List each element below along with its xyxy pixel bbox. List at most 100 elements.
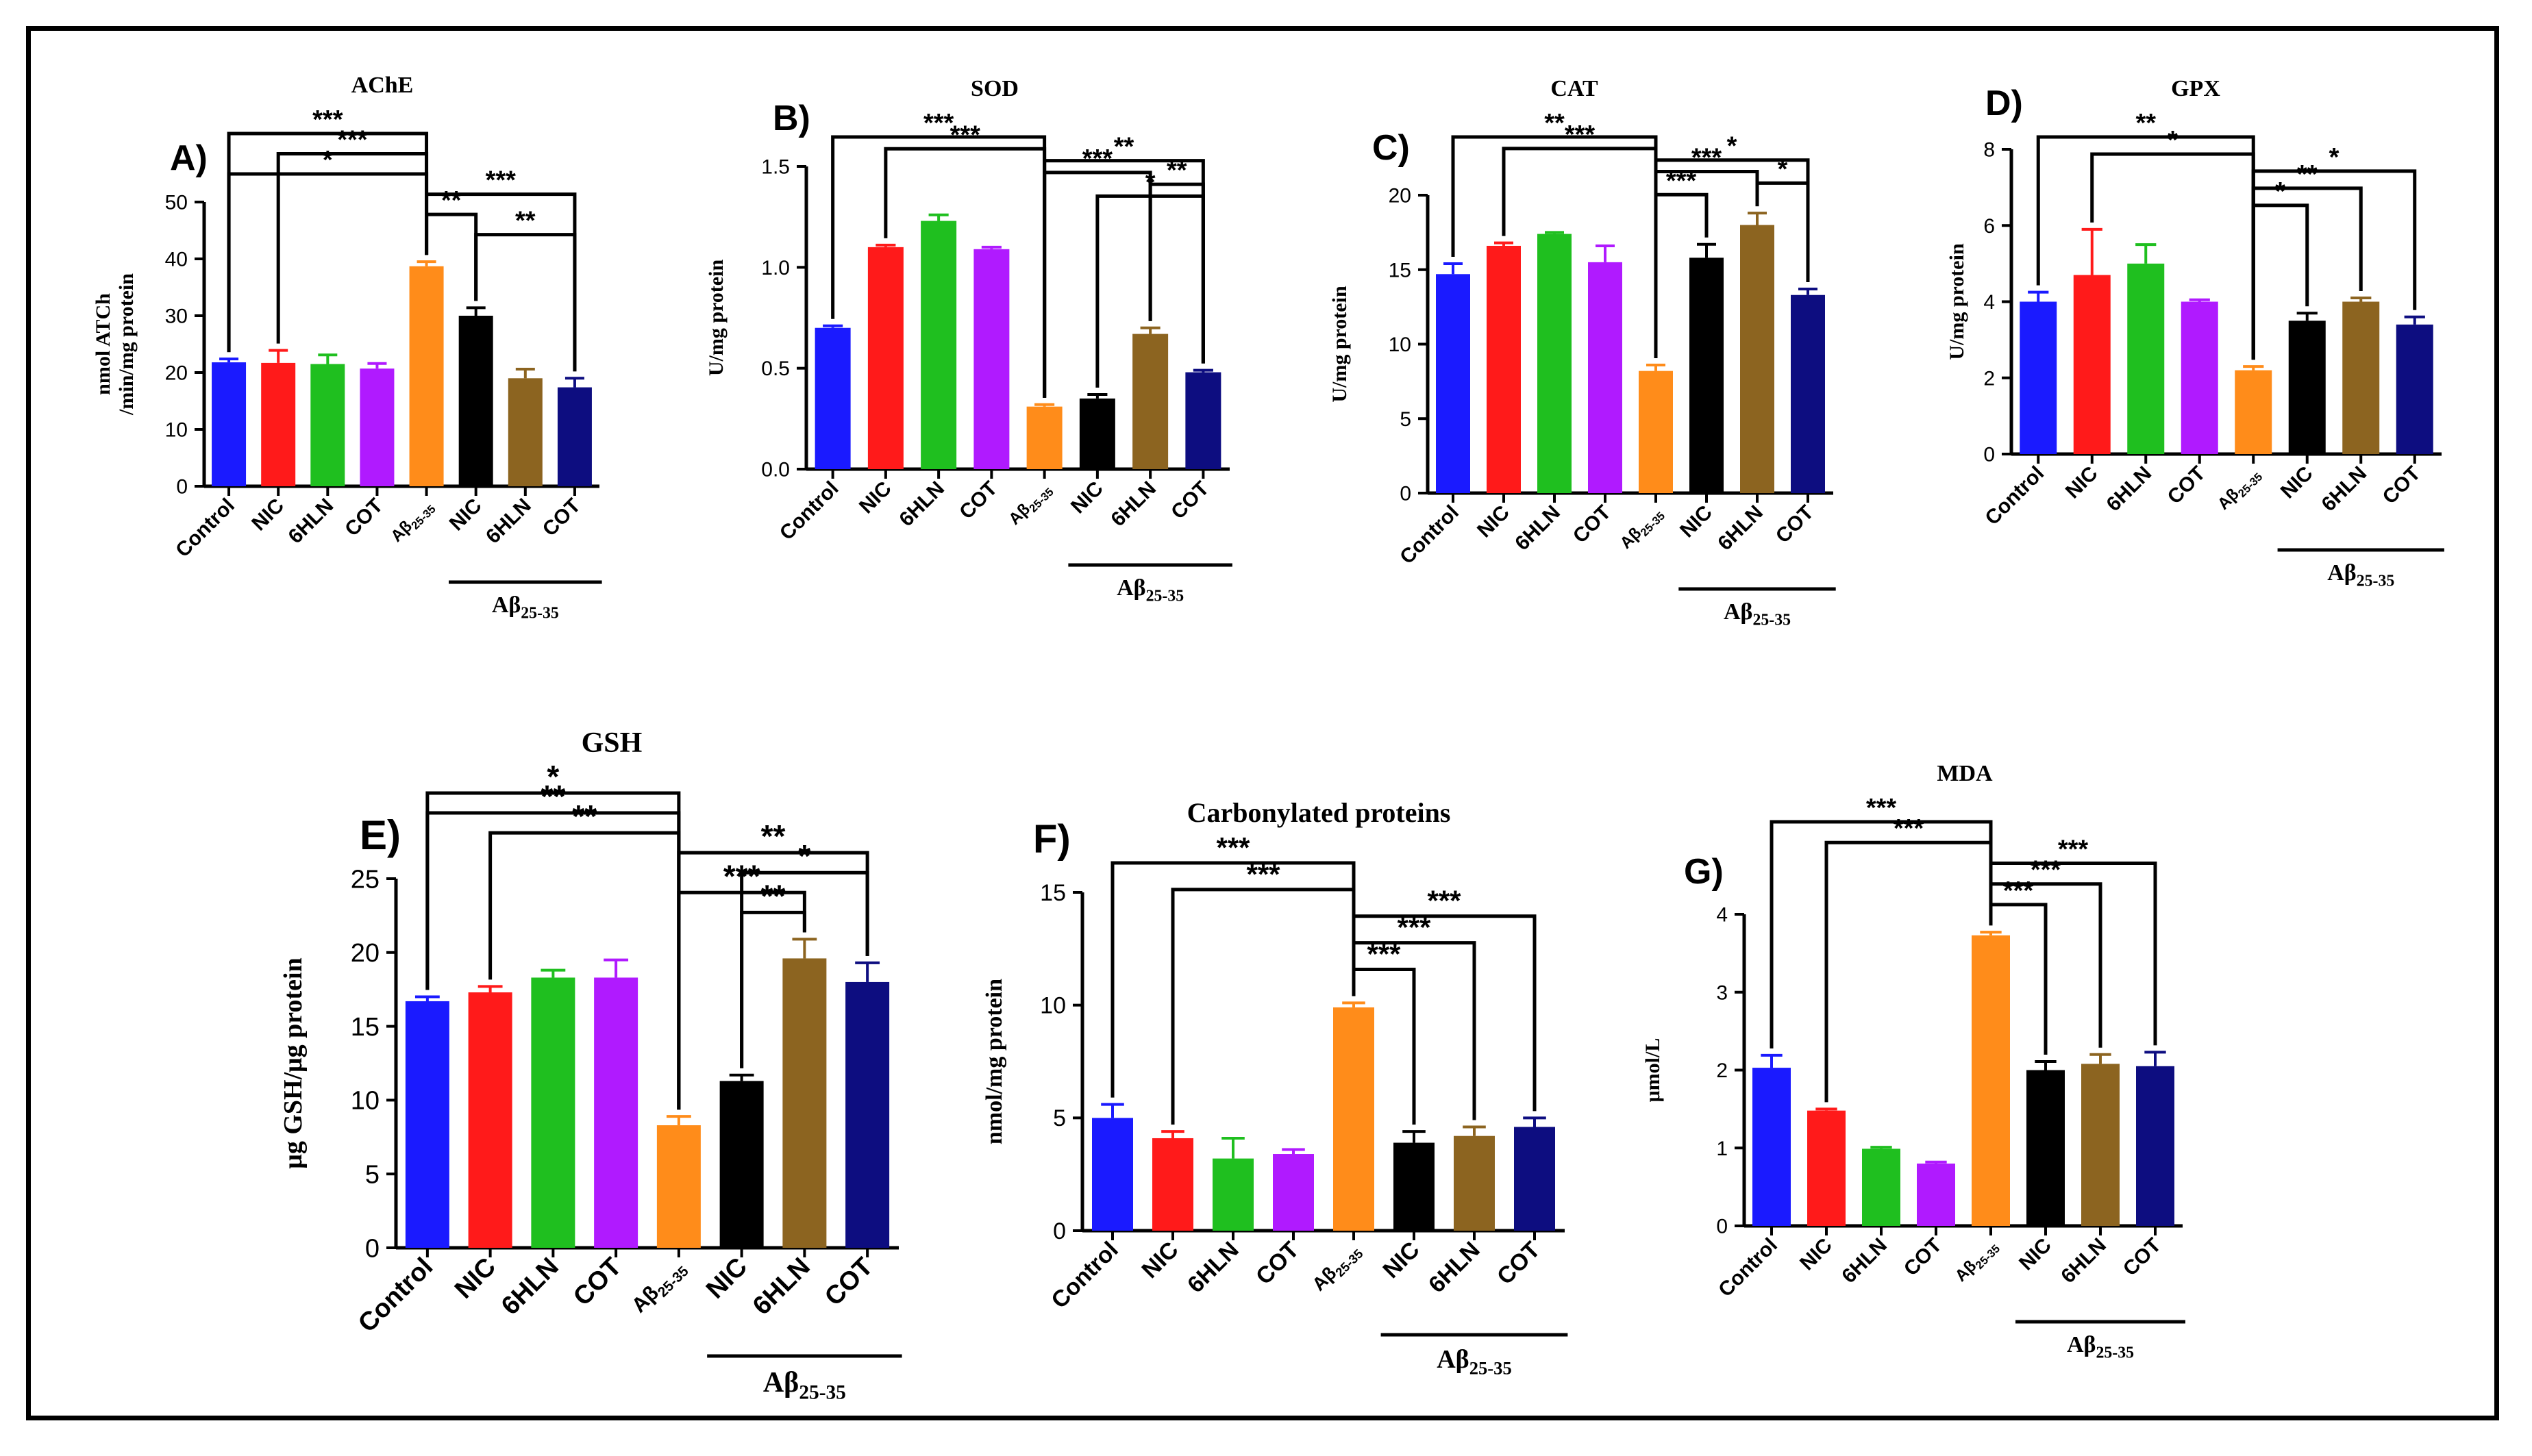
y-tick-label: 3: [1716, 981, 1728, 1004]
x-tick-label: 6HLN: [1106, 477, 1160, 531]
x-tick-label: 6HLN: [496, 1253, 564, 1321]
bar: [1132, 334, 1169, 469]
bar: [1639, 371, 1673, 493]
significance-label: ***: [1666, 166, 1697, 195]
bar: [2136, 1066, 2174, 1226]
x-tick-label: Control: [353, 1253, 438, 1338]
significance-bracket: [1352, 968, 1416, 1125]
significance-label: ***: [1565, 121, 1596, 149]
bar: [405, 1001, 449, 1248]
significance-bracket: [1755, 181, 1810, 283]
bar: [1514, 1127, 1555, 1231]
significance-label: ***: [337, 126, 368, 155]
x-tick-label: 6HLN: [1511, 501, 1565, 555]
panel-f: Carbonylated proteins F) 0 5 10 15 nmol/mg pro…: [982, 797, 1568, 1379]
y-tick-label: 40: [165, 249, 188, 271]
x-tick-label: 6HLN: [1837, 1234, 1891, 1288]
bar: [1752, 1068, 1791, 1226]
y-axis-label: U/mg protein: [1946, 243, 1968, 360]
significance-bracket: [1171, 888, 1356, 1125]
panel-label: D): [1985, 84, 2023, 123]
bar: [2288, 321, 2326, 454]
bar: [310, 364, 345, 486]
bar: [409, 266, 444, 486]
significance-label: *: [798, 838, 810, 874]
x-tick-label: NIC: [445, 494, 486, 536]
x-tick-label: 6HLN: [1424, 1237, 1485, 1298]
bar: [867, 247, 904, 469]
y-tick-label: 1.5: [761, 156, 790, 179]
significance-label: *: [1727, 132, 1737, 161]
x-tick-label: 6HLN: [284, 494, 338, 549]
y-tick-label: 15: [351, 1013, 380, 1042]
x-tick-label: COT: [538, 494, 585, 541]
x-tick-label: Aβ25-35: [2214, 464, 2265, 515]
significance-bracket: [1095, 194, 1205, 388]
significance-bracket: [1654, 192, 1709, 358]
group-label: Aβ25-35: [1724, 599, 1791, 629]
x-tick-label: Control: [1046, 1237, 1123, 1314]
significance-label: *: [323, 146, 333, 175]
significance-label: ***: [2003, 877, 2034, 905]
chart-title: MDA: [1937, 761, 1993, 786]
y-tick-label: 6: [1983, 215, 1995, 238]
y-tick-label: 25: [351, 865, 380, 894]
significance-label: *: [2168, 126, 2178, 155]
chart-title: SOD: [971, 76, 1019, 101]
bar: [2026, 1070, 2065, 1226]
x-tick-label: 6HLN: [2057, 1234, 2111, 1288]
significance-label: ***: [1397, 912, 1431, 944]
y-tick-label: 20: [1389, 185, 1411, 208]
significance-bracket: [227, 172, 429, 353]
x-tick-label: 6HLN: [895, 477, 949, 531]
x-tick-label: NIC: [855, 477, 896, 518]
chart-title: GSH: [582, 727, 643, 759]
x-tick-label: Aβ25-35: [1617, 503, 1667, 554]
x-tick-label: COT: [1772, 501, 1818, 548]
bar: [508, 378, 543, 486]
bar: [1436, 274, 1470, 493]
x-tick-label: NIC: [1676, 501, 1717, 542]
panel-label: F): [1033, 817, 1071, 862]
significance-label: ***: [923, 109, 954, 138]
bar: [1537, 234, 1572, 493]
bar: [2181, 301, 2218, 454]
y-tick-label: 20: [351, 939, 380, 968]
x-tick-label: NIC: [1137, 1237, 1183, 1283]
significance-label: *: [2275, 177, 2285, 206]
bar: [1273, 1154, 1314, 1231]
significance-bracket: [488, 831, 681, 1110]
x-tick-label: NIC: [2015, 1234, 2056, 1275]
bar: [1972, 935, 2010, 1226]
significance-label: **: [441, 186, 462, 215]
bar: [594, 977, 638, 1248]
figure-frame: [26, 26, 2499, 1420]
x-tick-label: Control: [775, 477, 843, 545]
x-tick-label: NIC: [1796, 1234, 1837, 1275]
bar: [1740, 225, 1774, 493]
x-tick-label: Control: [171, 494, 239, 562]
bar: [1807, 1110, 1846, 1226]
panel-a: AChE A) 0 10 20 30 40 50 nmol ATCh/min/mg protei…: [92, 73, 602, 623]
y-tick-label: 10: [165, 419, 188, 442]
y-axis-label: nmol ATCh: [92, 293, 114, 395]
significance-label: ***: [1246, 858, 1280, 890]
x-tick-label: 6HLN: [747, 1253, 816, 1321]
bar: [458, 316, 493, 486]
x-tick-label: 6HLN: [482, 494, 536, 549]
significance-label: ***: [1216, 831, 1250, 864]
y-tick-label: 5: [1400, 408, 1411, 431]
bar: [845, 981, 890, 1248]
y-tick-label: 4: [1983, 291, 1995, 314]
x-tick-label: NIC: [449, 1253, 501, 1305]
y-tick-label: 4: [1716, 904, 1728, 927]
significance-label: **: [1167, 156, 1187, 185]
y-tick-label: 15: [1389, 259, 1411, 281]
significance-label: ***: [1427, 885, 1461, 917]
y-tick-label: 0: [176, 476, 188, 499]
x-tick-label: COT: [2163, 462, 2210, 509]
y-tick-label: 2: [1716, 1059, 1728, 1082]
bar: [1026, 406, 1063, 469]
